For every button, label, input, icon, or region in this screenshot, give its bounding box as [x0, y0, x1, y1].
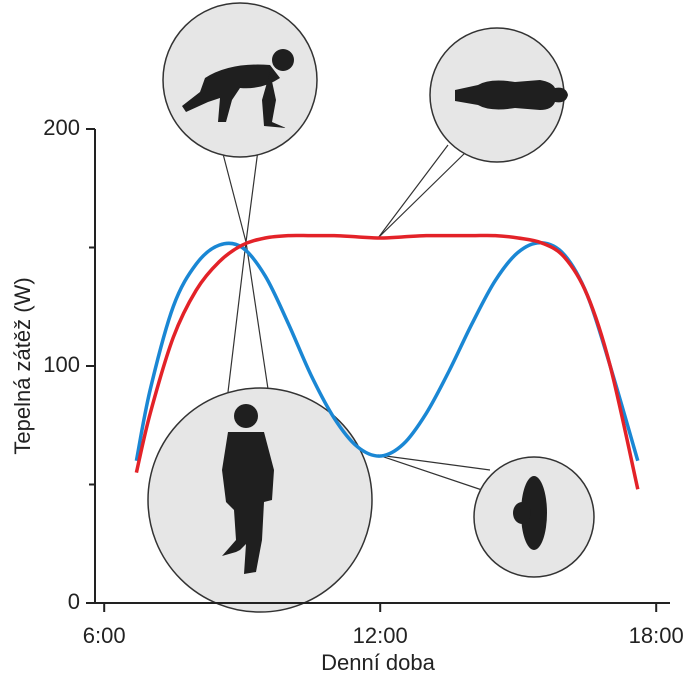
callout: [378, 145, 468, 238]
x-tick-label: 18:00: [629, 623, 684, 648]
x-tick-label: 6:00: [83, 623, 126, 648]
y-tick-label: 100: [43, 352, 80, 377]
y-tick-label: 0: [68, 589, 80, 614]
illustrations: [148, 3, 594, 612]
chart: Tepelná zátěž (W) Denní doba 0 100 200 6:00…: [0, 0, 695, 681]
x-axis-label: Denní doba: [321, 650, 436, 675]
callout: [222, 150, 258, 242]
y-tick-label: 200: [43, 115, 80, 140]
x-tick-label: 12:00: [353, 623, 408, 648]
callout: [228, 242, 268, 392]
callout: [378, 455, 490, 490]
y-axis-label: Tepelná zátěž (W): [10, 277, 35, 454]
